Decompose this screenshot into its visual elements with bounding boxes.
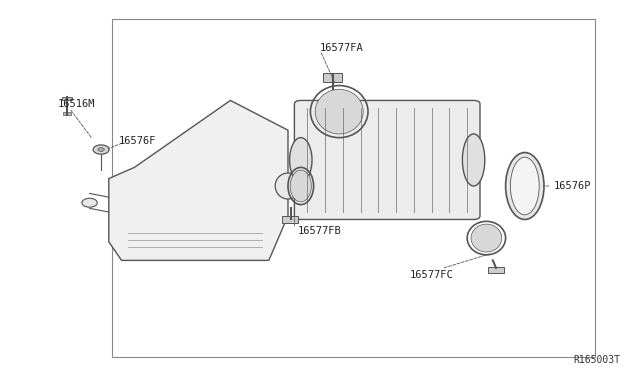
Ellipse shape bbox=[290, 170, 311, 202]
Bar bbox=[63, 112, 71, 115]
Bar bbox=[488, 267, 504, 273]
Ellipse shape bbox=[275, 173, 301, 199]
Text: R165003T: R165003T bbox=[574, 355, 621, 365]
Text: 16577FA: 16577FA bbox=[320, 44, 364, 53]
Text: 16577FC: 16577FC bbox=[410, 270, 453, 280]
Ellipse shape bbox=[506, 153, 544, 219]
Text: 16576F: 16576F bbox=[118, 137, 156, 146]
FancyBboxPatch shape bbox=[294, 100, 480, 219]
Ellipse shape bbox=[93, 145, 109, 154]
Circle shape bbox=[82, 198, 97, 207]
Ellipse shape bbox=[289, 138, 312, 182]
Text: 16577FB: 16577FB bbox=[298, 226, 341, 235]
Polygon shape bbox=[109, 100, 288, 260]
Ellipse shape bbox=[471, 224, 502, 252]
Text: 16576P: 16576P bbox=[554, 181, 591, 191]
Bar bbox=[282, 216, 298, 223]
Ellipse shape bbox=[463, 134, 485, 186]
Ellipse shape bbox=[98, 148, 104, 151]
Ellipse shape bbox=[511, 157, 539, 215]
Bar bbox=[62, 97, 72, 100]
Bar bbox=[323, 73, 342, 82]
Ellipse shape bbox=[316, 89, 364, 134]
Bar bbox=[112, 19, 595, 357]
Text: 16516M: 16516M bbox=[58, 99, 95, 109]
